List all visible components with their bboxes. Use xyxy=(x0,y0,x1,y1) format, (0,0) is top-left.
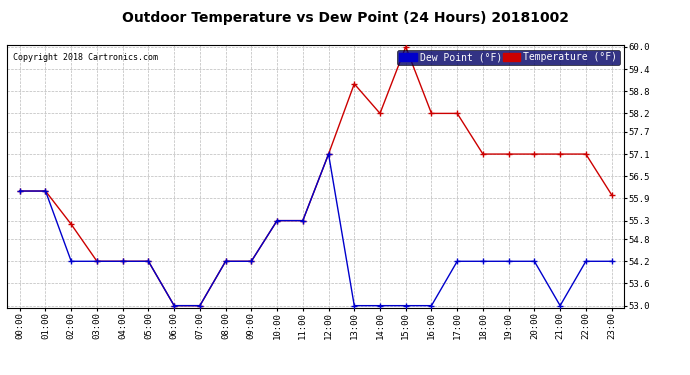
Text: Outdoor Temperature vs Dew Point (24 Hours) 20181002: Outdoor Temperature vs Dew Point (24 Hou… xyxy=(121,11,569,25)
Legend: Dew Point (°F), Temperature (°F): Dew Point (°F), Temperature (°F) xyxy=(397,50,620,65)
Text: Copyright 2018 Cartronics.com: Copyright 2018 Cartronics.com xyxy=(13,53,158,62)
